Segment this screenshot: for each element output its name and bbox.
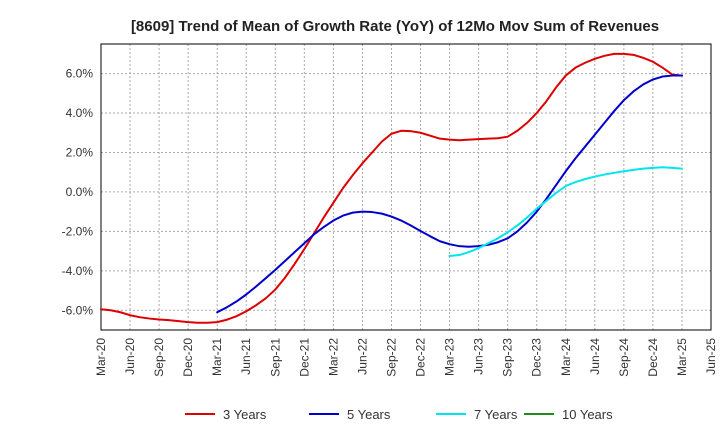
- y-axis-ticks: -6.0% -4.0% -2.0% 0.0% 2.0% 4.0% 6.0%: [62, 67, 94, 318]
- x-tick-label: Dec-21: [297, 338, 311, 377]
- y-tick-label: -2.0%: [62, 224, 94, 238]
- x-tick-label: Mar-21: [210, 338, 224, 376]
- y-tick-label: 0.0%: [66, 185, 94, 199]
- legend: 3 Years 5 Years 7 Years 10 Years: [185, 407, 613, 422]
- gridlines: [100, 44, 712, 330]
- series-line-5-years: [216, 74, 683, 314]
- x-tick-label: Dec-22: [414, 338, 428, 377]
- x-tick-label: Dec-20: [181, 338, 195, 377]
- x-tick-label: Dec-23: [530, 338, 544, 377]
- series-line-3-years: [100, 52, 683, 324]
- plot-area-frame: [100, 43, 712, 331]
- legend-label-10-years: 10 Years: [562, 407, 613, 422]
- y-tick-label: -6.0%: [62, 303, 94, 317]
- legend-label-3-years: 3 Years: [223, 407, 267, 422]
- x-tick-label: Mar-25: [675, 338, 689, 376]
- y-tick-label: -4.0%: [62, 264, 94, 278]
- x-tick-label: Mar-23: [443, 338, 457, 376]
- x-tick-label: Sep-22: [384, 338, 398, 377]
- series-lines: [100, 52, 683, 324]
- x-tick-label: Sep-24: [617, 338, 631, 377]
- x-tick-label: Mar-22: [326, 338, 340, 376]
- y-tick-label: 2.0%: [66, 145, 94, 159]
- x-tick-label: Jun-23: [472, 338, 486, 375]
- x-tick-label: Jun-21: [239, 338, 253, 375]
- x-tick-label: Jun-24: [588, 338, 602, 375]
- x-axis-ticks: Mar-20 Jun-20 Sep-20 Dec-20 Mar-21 Jun-21 Sep-…: [94, 338, 718, 377]
- x-tick-label: Jun-25: [704, 338, 718, 375]
- x-tick-label: Mar-24: [559, 338, 573, 376]
- series-line-7-years: [448, 166, 683, 258]
- x-tick-label: Mar-20: [94, 338, 108, 376]
- legend-label-7-years: 7 Years: [474, 407, 518, 422]
- legend-label-5-years: 5 Years: [347, 407, 391, 422]
- x-tick-label: Sep-20: [152, 338, 166, 377]
- chart-title: [8609] Trend of Mean of Growth Rate (YoY…: [131, 18, 659, 35]
- x-tick-label: Sep-21: [268, 338, 282, 377]
- x-tick-label: Sep-23: [501, 338, 515, 377]
- y-tick-label: 4.0%: [66, 106, 94, 120]
- x-tick-label: Dec-24: [646, 338, 660, 377]
- y-tick-label: 6.0%: [66, 67, 94, 81]
- x-tick-label: Jun-22: [355, 338, 369, 375]
- x-tick-label: Jun-20: [123, 338, 137, 375]
